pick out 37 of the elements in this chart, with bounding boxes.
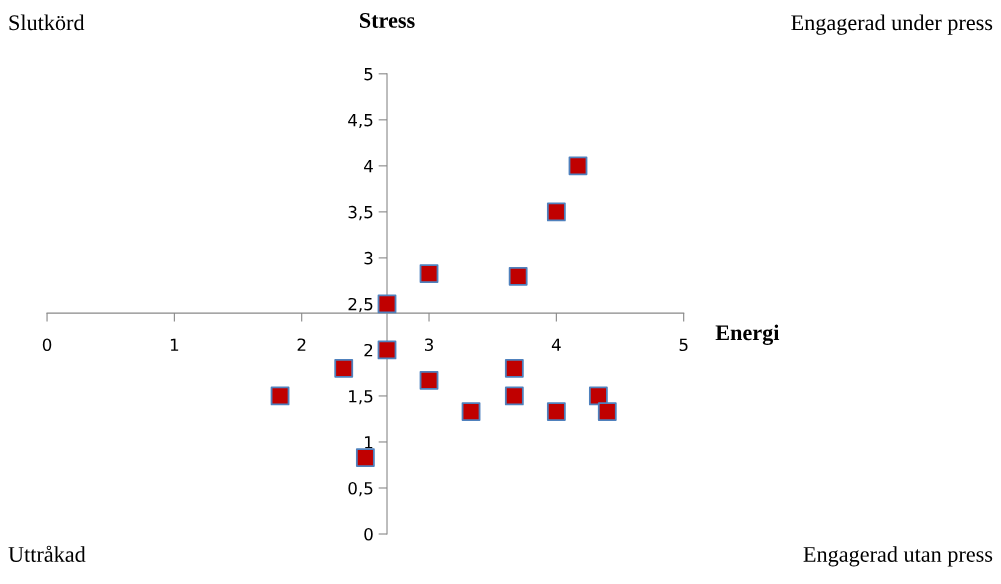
y-axis-title: Stress xyxy=(360,12,415,28)
y-tick-label: 1 xyxy=(365,436,373,449)
point xyxy=(546,202,566,222)
text: Uttråkad xyxy=(8,545,86,562)
point xyxy=(504,358,524,378)
point xyxy=(546,402,566,422)
y-tick-label: 4,5 xyxy=(348,114,373,129)
point xyxy=(334,358,354,378)
point xyxy=(419,370,439,390)
point xyxy=(504,386,524,406)
point xyxy=(377,294,397,314)
point xyxy=(270,386,290,406)
y-tick-label: 0,5 xyxy=(348,481,373,497)
x-tick-label: 1 xyxy=(170,338,179,351)
point xyxy=(568,156,588,176)
point xyxy=(355,448,375,468)
text: Slutkörd xyxy=(9,14,85,31)
y-tick-label: 1,5 xyxy=(349,390,373,405)
y-tick-label: 3,5 xyxy=(348,205,373,221)
point xyxy=(597,402,617,422)
y-tick-label: 3 xyxy=(364,251,373,265)
text: Engagerad under press xyxy=(791,14,993,35)
x-tick-label: 0 xyxy=(42,338,52,352)
x-tick-label: 2 xyxy=(297,338,306,351)
point xyxy=(461,402,481,422)
x-tick-label: 4 xyxy=(551,338,561,351)
x-axis-title: Energi xyxy=(715,324,780,345)
y-tick-label: 0 xyxy=(364,527,373,541)
point xyxy=(508,266,528,286)
x-tick-label: 5 xyxy=(679,338,688,352)
text: Engagerad utan press xyxy=(803,546,993,567)
x-tick-label: 3 xyxy=(425,338,433,352)
point xyxy=(419,264,439,283)
y-tick-label: 4 xyxy=(364,160,373,173)
y-tick-label: 2,5 xyxy=(348,297,373,313)
y-tick-label: 5 xyxy=(364,68,373,81)
point xyxy=(377,340,397,360)
